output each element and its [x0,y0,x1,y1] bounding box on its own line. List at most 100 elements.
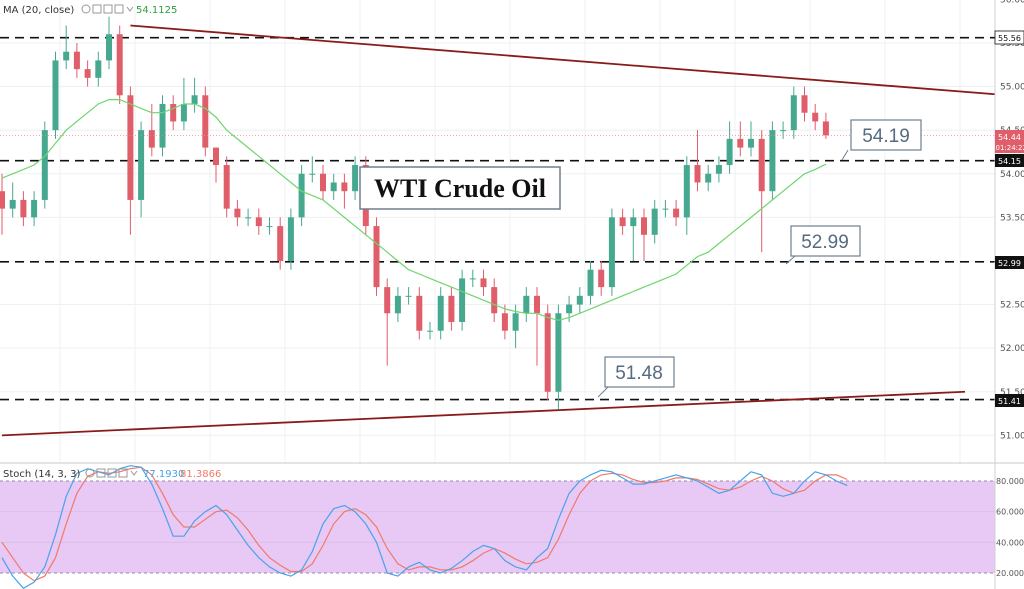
candle-body [748,138,754,148]
candle [459,269,466,331]
candle [673,199,680,227]
candle-body [480,278,487,288]
candle-body [715,165,722,174]
candle [683,156,690,235]
badge-support-54-text: 54.15 [998,157,1021,166]
candle-body [309,173,316,175]
candle [384,278,391,366]
candle-body [180,104,187,122]
candle-body [651,208,658,235]
chart-title: WTI Crude Oil [374,174,546,203]
stoch-grid [0,480,995,574]
candle [245,208,252,227]
settings-icon[interactable] [96,468,106,478]
y-tick-label: 54.00 [1000,170,1024,180]
close-icon[interactable] [103,4,113,14]
callout-51-48: 51.48 [597,356,675,398]
candle-body [213,147,219,166]
candle-body [95,60,102,78]
close-icon[interactable] [107,468,117,478]
candle [748,121,754,157]
ma-legend[interactable]: MA (20, close) 54.1125 [3,4,177,16]
candle [790,86,797,139]
candle-body [512,313,519,331]
ma-line [1,99,827,321]
candle [801,86,808,122]
candle-body [127,95,134,200]
chevron-down-icon[interactable] [130,470,138,476]
candle-body [191,95,198,104]
callout-54-19-label: 54.19 [862,126,910,147]
candle-body [501,313,508,331]
candle-body [726,138,733,166]
callout-54-19: 54.19 [841,119,922,161]
stoch-d-value: 81.3866 [180,469,221,480]
more-icon[interactable] [114,4,124,14]
stoch-k-line [1,465,848,589]
candle [641,208,647,261]
candle-body [758,138,765,192]
candle-body [587,269,594,296]
chevron-down-icon[interactable] [126,6,134,12]
candle [555,304,562,410]
candle [769,121,776,200]
ma-legend-label: MA (20, close) [3,5,74,16]
candle-body [341,182,348,192]
candle-body [9,199,16,209]
candle-body [630,217,637,227]
candle-body [608,217,615,288]
stoch-y-tick-label: 80.0000 [996,477,1024,486]
ma-legend-controls[interactable] [81,4,134,14]
y-tick-label: 55.00 [1000,83,1024,93]
candle-body [41,130,48,200]
candle [715,156,722,183]
candle [630,208,637,261]
candle-body [405,295,412,297]
candle [651,199,658,244]
candle [127,86,134,235]
candle [427,322,433,340]
badge-support-54: 54.15 [995,154,1024,167]
candle [95,51,102,87]
stoch-y-axis: 20.0000 40.0000 60.0000 80.0000 [996,477,1024,578]
badge-support-53: 52.99 [995,256,1024,269]
candle [523,287,530,322]
badge-current-price: 54.44 01:24:22 [995,130,1024,153]
candle-body [266,226,273,228]
stoch-legend-controls[interactable] [85,468,138,478]
stochastic-pane [0,465,995,589]
candle [737,121,744,157]
candle [41,121,48,209]
candle [587,260,594,305]
candle [287,208,294,270]
candle [170,95,177,131]
candle [223,156,230,218]
stoch-y-tick-label: 40.0000 [996,538,1024,547]
candle-body [255,217,262,227]
callout-52-99: 52.99 [785,225,861,265]
stoch-legend[interactable]: Stoch (14, 3, 3) 77.1930 81.3866 [3,468,221,480]
candle-body [576,295,583,305]
candle-body [73,51,80,70]
candle-body [416,295,423,331]
y-tick-label: 52.00 [1000,344,1024,354]
badge-current-price-text: 54.44 [998,133,1021,142]
candle-body [384,287,391,314]
eye-icon[interactable] [81,4,91,14]
candle [159,95,166,157]
candle [255,208,262,235]
candle-body [705,173,712,183]
candle-body [491,287,498,314]
candle-body [159,104,166,148]
y-tick-label: 56.00 [1000,0,1024,5]
candle-body [84,69,91,78]
candle [138,121,145,218]
more-icon[interactable] [118,468,128,478]
settings-icon[interactable] [92,4,102,14]
eye-icon[interactable] [85,468,95,478]
candle-body [437,295,444,331]
candle-body [148,130,155,148]
candle-body [31,199,38,218]
candle [394,287,401,322]
